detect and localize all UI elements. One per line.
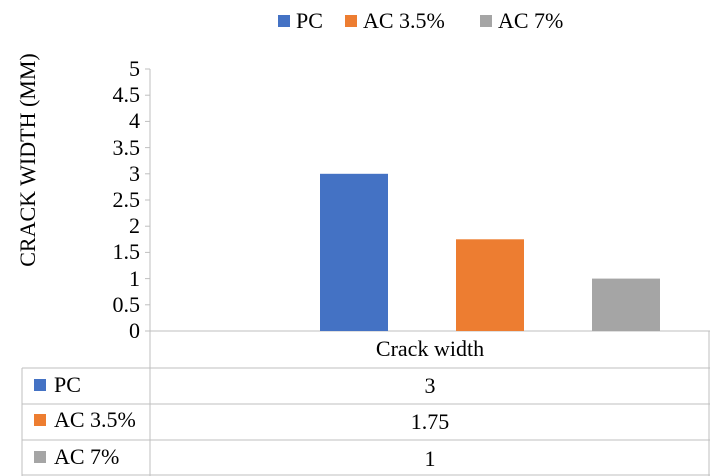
table-swatch-ac7 xyxy=(34,451,46,463)
data-table-grid xyxy=(21,331,710,476)
y-tick-label: 0.5 xyxy=(112,291,141,317)
bar-pc xyxy=(320,173,388,331)
y-tick-label: 1.5 xyxy=(112,239,141,265)
y-tick-label: 3.5 xyxy=(112,134,141,160)
legend-swatch-ac7 xyxy=(480,15,492,27)
y-tick-label: 2.5 xyxy=(112,187,141,212)
table-value-ac7: 1 xyxy=(424,446,436,471)
table-row-label-ac7: AC 7% xyxy=(34,442,119,472)
chart-legend: PC AC 3.5% AC 7% xyxy=(0,8,710,34)
y-tick-label: 1 xyxy=(129,265,140,291)
legend-item-ac35: AC 3.5% xyxy=(345,8,445,34)
legend-item-ac7: AC 7% xyxy=(480,8,563,34)
y-tick-label: 4 xyxy=(129,108,140,134)
legend-label-pc: PC xyxy=(296,8,323,33)
category-label: Crack width xyxy=(375,336,485,361)
table-row-label-ac35: AC 3.5% xyxy=(34,405,136,435)
table-series-name-ac35: AC 3.5% xyxy=(54,407,136,432)
y-tick-label: 4.5 xyxy=(112,82,141,108)
table-value-pc: 3 xyxy=(424,373,436,398)
y-tick-label: 5 xyxy=(129,56,140,81)
bar-ac35 xyxy=(456,239,524,331)
chart-bars xyxy=(320,173,660,331)
y-tick-label: 0 xyxy=(129,318,140,343)
legend-label-ac35: AC 3.5% xyxy=(363,8,445,33)
table-swatch-pc xyxy=(34,379,46,391)
y-tick-label: 3 xyxy=(129,160,140,186)
legend-label-ac7: AC 7% xyxy=(498,8,564,33)
legend-item-pc: PC xyxy=(278,8,323,34)
table-swatch-ac35 xyxy=(34,414,46,426)
table-series-name-pc: PC xyxy=(54,372,81,397)
legend-swatch-ac35 xyxy=(345,15,357,27)
table-value-ac35: 1.75 xyxy=(410,409,450,434)
table-row-label-pc: PC xyxy=(34,370,81,400)
y-axis-label: CRACK WIDTH (MM) xyxy=(15,53,40,267)
legend-swatch-pc xyxy=(278,15,290,27)
bar-ac7 xyxy=(592,278,660,331)
y-tick-label: 2 xyxy=(129,213,140,239)
table-series-name-ac7: AC 7% xyxy=(54,444,120,469)
